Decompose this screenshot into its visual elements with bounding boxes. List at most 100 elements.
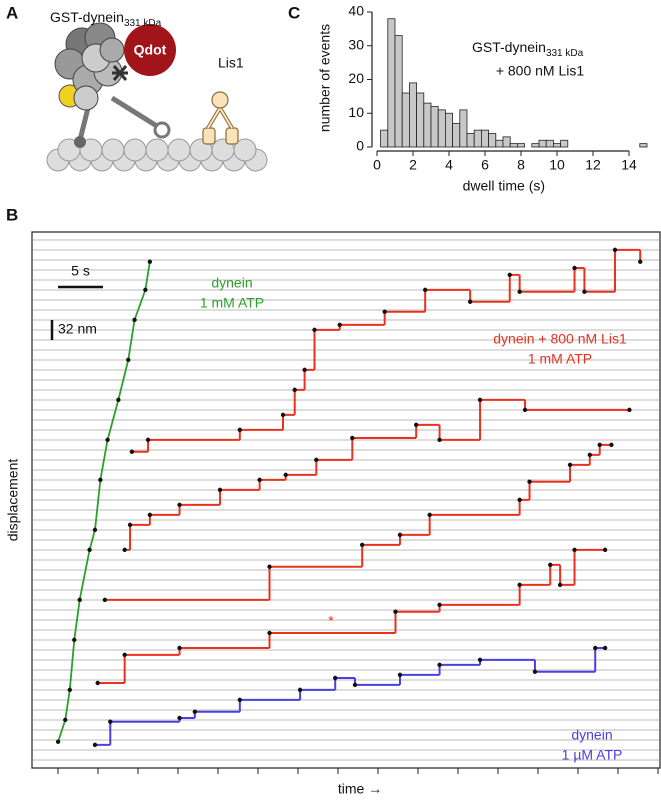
bar [387,18,396,148]
bar [495,139,504,148]
qdot-label: Qdot [134,42,167,58]
trace-point [67,687,72,693]
trace-point [397,672,403,678]
annotation: + 800 nM Lis1 [496,63,585,79]
x-tick-label: 14 [621,157,637,173]
trace-point [422,287,428,293]
trace-point [177,502,182,508]
bar [437,109,446,148]
trace-point [572,265,577,271]
trace-point [283,472,288,478]
annotation: GST-dynein331 kDa [472,39,584,59]
trace-point [352,682,358,688]
trace-point [350,435,355,441]
trace-point [98,477,103,483]
trace-point [477,657,483,663]
trace-point [267,630,272,636]
panel-label: B [6,205,18,224]
x-tick-label: 10 [549,157,565,173]
trace-point [527,479,532,484]
trace-point [237,427,243,433]
trace-point [267,564,272,569]
trace-point [116,397,121,403]
trace-point [427,512,432,518]
bar [466,133,475,148]
trace-point [587,452,593,458]
trace-point [507,272,512,278]
trace-point [302,367,307,373]
trace-point [105,437,110,443]
bar [452,122,461,148]
lis1-label: Lis1 [218,55,244,71]
annotation-text: GST-dynein [472,39,546,55]
trace-point [102,597,108,603]
trace-point [393,609,398,614]
schematic [46,22,268,172]
trace-point [147,512,153,518]
trace-label: dynein [571,727,612,743]
trace-point [532,669,538,674]
x-axis-label: dwell time (s) [463,178,545,194]
trace-line [57,261,151,743]
bar [394,35,403,148]
x-axis-label: time → [338,781,382,797]
scale-label: 5 s [71,263,90,279]
trace-label: dynein [211,275,252,291]
bar [408,82,417,148]
trace-point [63,717,68,723]
trace-point [572,547,577,553]
trace-point [337,322,342,328]
trace-point [177,645,182,651]
trace-point [122,547,127,553]
trace-point [129,449,135,454]
trace-point [397,532,403,538]
trace-point [582,289,587,294]
trace-label: 1 mM ATP [200,295,264,311]
trace-point [593,645,598,651]
trace-point [217,487,223,493]
x-tick-label: 6 [481,157,489,173]
bar [423,102,432,148]
trace-point [609,442,614,448]
trace-point [597,442,602,448]
y-tick-label: 30 [348,36,364,52]
trace-point [145,437,151,443]
bar [531,143,540,148]
trace-point [72,637,77,643]
annotation-sub: 331 kDa [546,48,584,59]
bar [401,92,410,148]
trace-point [132,317,137,323]
trace-point [437,602,442,608]
trace-point [127,522,133,528]
x-tick-label: 2 [409,157,417,173]
trace-point [359,542,365,548]
trace-label: 1 µM ATP [562,747,623,763]
y-tick-label: 40 [348,3,364,19]
trace-point [612,247,618,253]
x-tick-label: 8 [517,157,525,173]
y-tick-label: 10 [348,104,364,120]
trace-point [126,357,131,363]
panel-label: A [6,3,18,22]
trace-point [257,477,262,483]
y-tick-label: 0 [356,138,364,154]
trace-point [437,437,442,443]
trace-point [314,457,319,463]
x-tick-label: 0 [373,157,381,173]
x-tick-label: 12 [585,157,601,173]
trace-point [237,697,243,703]
bar [639,143,648,148]
protein-label: GST-dynein331 kDa [50,9,162,29]
bar [509,143,518,148]
y-tick-label: 20 [348,70,364,86]
bar [430,106,439,148]
y-axis-label: displacement [5,459,21,542]
trace-point [292,387,297,393]
protein-sub: 331 kDa [124,18,162,29]
bar [473,129,482,148]
trace-point [477,397,483,403]
panel-label: C [288,3,300,22]
trace-point [557,582,563,588]
trace-point [122,652,127,658]
